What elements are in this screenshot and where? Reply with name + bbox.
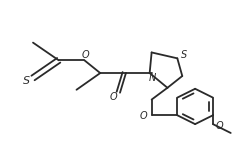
Text: N: N [149,73,156,83]
Text: O: O [216,121,224,131]
Text: S: S [181,50,187,60]
Text: O: O [140,111,148,121]
Text: O: O [82,50,89,60]
Text: O: O [109,92,117,102]
Text: S: S [23,76,30,86]
